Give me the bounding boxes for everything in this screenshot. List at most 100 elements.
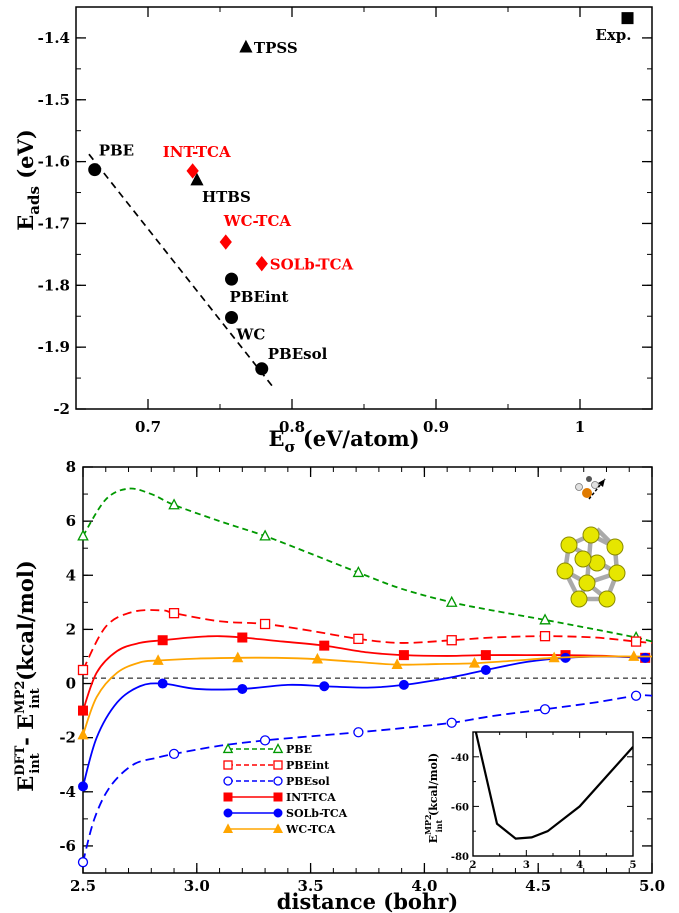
data-point-int-tca: [398, 650, 409, 661]
y-tick-label: -1.6: [38, 153, 70, 171]
legend-marker-wc-tca: [222, 823, 234, 833]
trend-line: [88, 153, 274, 388]
plot-frame: [75, 6, 653, 410]
y-tick-label: -1.8: [38, 276, 70, 294]
hydrogen-atom: [591, 481, 599, 489]
data-point-solb-tca: [237, 683, 248, 694]
axis-ticks: [82, 466, 653, 874]
data-point-pbe: [77, 529, 89, 541]
legend-label-pbe: PBE: [286, 743, 312, 756]
series-wc-tca: [77, 650, 652, 740]
legend-marker-pbe: [222, 742, 234, 754]
y-tick-label: -2: [59, 729, 76, 747]
data-point-int-tca: [319, 640, 330, 651]
data-point-wc-tca: [391, 658, 403, 669]
x-tick-label: 1: [575, 418, 585, 436]
point-wc: [225, 310, 239, 324]
series-solb-tca: [78, 652, 651, 792]
gold-atom: [578, 574, 596, 592]
carbon-atom: [586, 476, 592, 482]
gold-atom: [598, 590, 616, 608]
data-point-pbe: [168, 498, 180, 510]
gold-atom: [560, 536, 578, 554]
inset-x-tick-label: 4: [576, 860, 583, 871]
point-pbesol: [255, 362, 269, 376]
data-point-pbeint: [630, 636, 642, 647]
y-tick-label: 4: [66, 566, 76, 584]
legend: PBE PBEint PBEsol INT-TCA SOLb-TCA WC-TCA: [222, 742, 348, 836]
point-solb-tca: [255, 255, 268, 272]
legend-label-int-tca: INT-TCA: [286, 791, 336, 804]
data-point-pbeint: [353, 633, 364, 645]
point-label-pbesol: PBEsol: [268, 345, 328, 363]
data-point-wc-tca: [77, 728, 89, 740]
point-label-pbeint: PBEint: [230, 288, 289, 306]
legend-marker-pbe: [272, 742, 284, 754]
x-tick-label: 3.0: [184, 877, 210, 895]
data-point-pbesol: [77, 857, 89, 868]
y-tick-label: 2: [66, 620, 76, 638]
gold-atom: [570, 590, 588, 608]
y-axis-label: EDFTint - EMP2int (kcal/mol): [13, 560, 43, 792]
gold-atom: [556, 562, 574, 580]
data-point-wc-tca: [468, 656, 481, 668]
x-tick-label: 5.0: [639, 877, 665, 895]
point-htbs: [190, 172, 204, 186]
inset-x-tick-label: 2: [470, 860, 477, 871]
series-pbesol: [77, 690, 653, 868]
gold-atom: [574, 550, 592, 568]
legend-marker-pbesol: [273, 776, 283, 786]
data-point-solb-tca: [480, 665, 491, 675]
point-tpss: [239, 39, 253, 53]
x-axis-label: Eσ (eV/atom): [268, 426, 419, 456]
data-point-int-tca: [480, 650, 491, 661]
data-point-pbesol: [353, 727, 364, 738]
data-point-pbesol: [259, 735, 271, 746]
series-line-wc-tca: [82, 655, 652, 736]
x-tick-label: 2.5: [70, 877, 96, 895]
x-tick-label: 0.8: [279, 418, 305, 436]
data-point-pbeint: [446, 635, 457, 646]
hydrogen-atom: [575, 483, 583, 491]
data-point-solb-tca: [398, 679, 409, 690]
series-line-pbe: [82, 487, 653, 643]
data-point-pbesol: [446, 717, 457, 728]
legend-label-solb-tca: SOLb-TCA: [286, 807, 348, 820]
y-tick-label: -1.4: [38, 29, 70, 47]
point-int-tca: [186, 163, 199, 179]
legend-marker-pbesol: [223, 776, 233, 786]
y-tick-label: 0: [66, 675, 76, 693]
gold-atom: [608, 564, 626, 582]
inset-chart: 2 3 4 5 -80 -60 -40 EMP2int (kcal/mol): [423, 731, 637, 871]
data-point-pbe: [445, 595, 458, 607]
inset-frame: [472, 731, 634, 857]
point-label-solb-tca: SOLb-TCA: [270, 256, 354, 274]
x-axis-label: distance (bohr): [277, 889, 458, 913]
arrow-head: [598, 479, 605, 487]
x-tick-label: 4.5: [525, 877, 551, 895]
molecule-cluster-image: [556, 476, 626, 608]
data-point-pbe: [352, 565, 365, 578]
data-point-wc-tca: [548, 651, 560, 663]
point-label-exp: Exp.: [595, 26, 631, 44]
inset-y-tick-label: -40: [451, 753, 469, 764]
point-wc-tca: [219, 234, 232, 250]
y-tick-label: -1.9: [38, 338, 70, 356]
point-label-wc-tca: WC-TCA: [223, 212, 292, 230]
x-tick-label: 3.5: [298, 877, 324, 895]
point-pbeint: [225, 272, 239, 286]
x-tick-label: 4.0: [411, 877, 437, 895]
adsorbate-atom: [582, 488, 592, 498]
inset-series-line: [474, 732, 633, 840]
inset-x-tick-label: 5: [630, 860, 637, 871]
y-tick-label: -1.5: [38, 91, 70, 109]
data-point-int-tca: [237, 632, 248, 643]
gold-atom: [582, 526, 600, 544]
inset-y-tick-label: -80: [451, 852, 469, 863]
point-label-tpss: TPSS: [254, 39, 298, 57]
point-label-pbe: PBE: [99, 142, 134, 160]
data-point-int-tca: [78, 705, 88, 716]
data-point-pbesol: [630, 690, 642, 701]
y-tick-label: 8: [66, 458, 76, 476]
inset-y-tick-label: -60: [451, 802, 469, 813]
